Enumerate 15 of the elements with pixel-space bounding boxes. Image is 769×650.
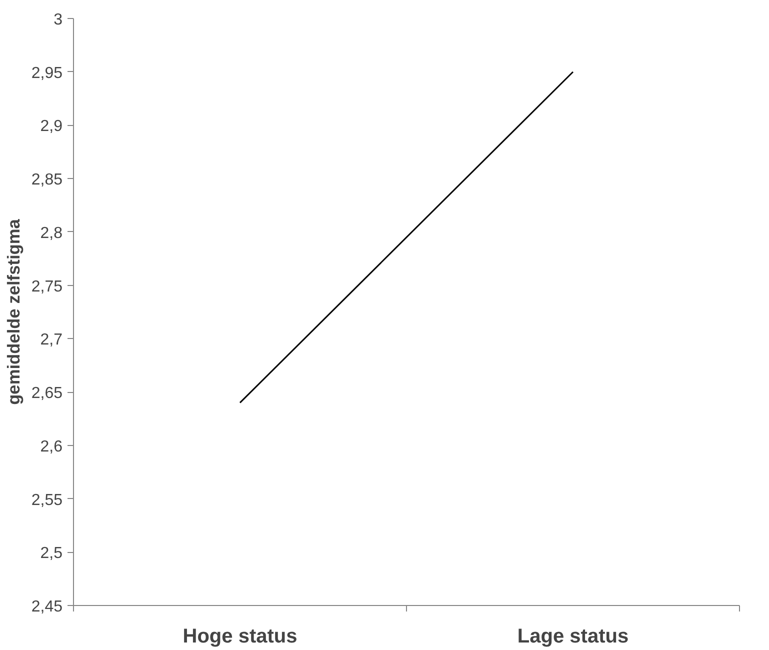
y-tick-label: 2,65 — [31, 385, 63, 402]
y-tick-label: 2,9 — [40, 118, 63, 136]
y-tick-label: 2,6 — [40, 438, 63, 456]
y-tick-label: 2,85 — [31, 172, 63, 189]
y-tick-label: 2,5 — [40, 545, 63, 562]
y-tick-label: 3 — [54, 12, 63, 28]
y-tick-label: 2,7 — [40, 332, 63, 349]
y-tick-label: 2,45 — [31, 598, 63, 616]
y-tick-label: 2,55 — [31, 492, 63, 509]
y-tick-label: 2,8 — [40, 224, 63, 242]
x-tick-label: Hoge status — [182, 626, 298, 648]
x-tick-label: Lage status — [517, 626, 629, 648]
y-axis-title: gemiddelde zelfstigma — [3, 218, 24, 405]
y-tick-label: 2,75 — [31, 278, 63, 296]
y-tick-label: 2,95 — [31, 64, 63, 82]
